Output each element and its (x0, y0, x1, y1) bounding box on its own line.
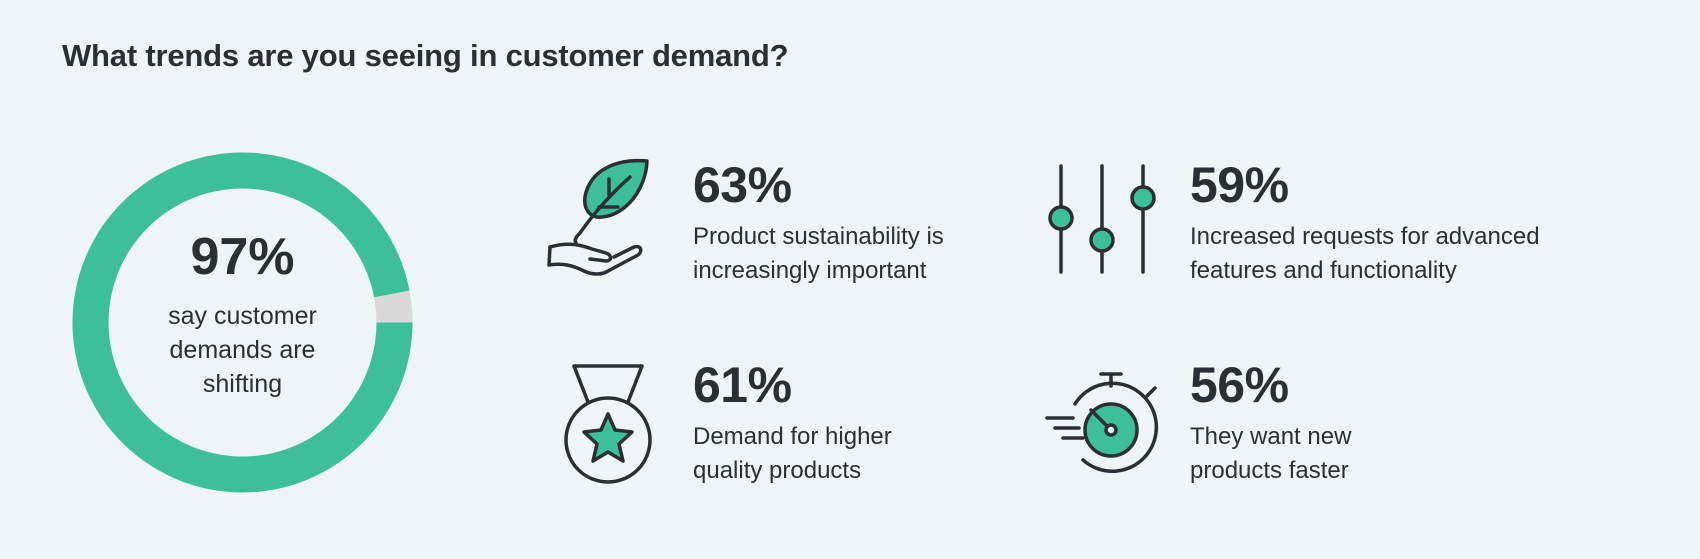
stat-label-line: They want new (1190, 423, 1352, 450)
stat-label: Demand for higher quality products (693, 420, 892, 488)
donut-center: 97% say customer demands are shifting (70, 150, 415, 495)
stat-advanced-features: 59% Increased requests for advanced feat… (1190, 160, 1540, 288)
stat-faster-products: 56% They want new products faster (1190, 360, 1351, 488)
stat-label: Increased requests for advanced features… (1190, 220, 1540, 288)
stat-quality: 61% Demand for higher quality products (693, 360, 892, 488)
stat-label-line: products faster (1190, 457, 1349, 484)
sliders-icon (1044, 162, 1156, 281)
donut-label: say customer demands are shifting (168, 301, 317, 398)
stat-label-line: Demand for higher (693, 423, 892, 450)
donut-slice-remainder (374, 290, 413, 323)
donut-svg (72, 152, 413, 493)
donut-value: 97% (190, 227, 295, 286)
stat-sustainability: 63% Product sustainability is increasing… (693, 160, 944, 288)
leaf-in-hand-icon (546, 157, 650, 284)
page-title: What trends are you seeing in customer d… (62, 38, 789, 73)
stat-label-line: Product sustainability is (693, 223, 944, 250)
stat-value: 61% (693, 357, 792, 413)
stopwatch-icon (1045, 370, 1159, 483)
stat-label: Product sustainability is increasingly i… (693, 220, 944, 288)
donut-chart: 97% say customer demands are shifting (70, 150, 415, 495)
stat-label-line: Increased requests for advanced (1190, 223, 1540, 250)
medal-icon (562, 362, 654, 491)
stat-label-line: quality products (693, 457, 862, 484)
stat-value: 59% (1190, 157, 1289, 213)
stat-value: 56% (1190, 357, 1289, 413)
stat-label-line: features and functionality (1190, 257, 1457, 284)
stat-label: They want new products faster (1190, 420, 1351, 488)
stat-value: 63% (693, 157, 792, 213)
stat-label-line: increasingly important (693, 257, 927, 284)
